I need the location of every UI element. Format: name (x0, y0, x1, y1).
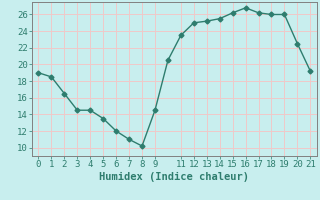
X-axis label: Humidex (Indice chaleur): Humidex (Indice chaleur) (100, 172, 249, 182)
